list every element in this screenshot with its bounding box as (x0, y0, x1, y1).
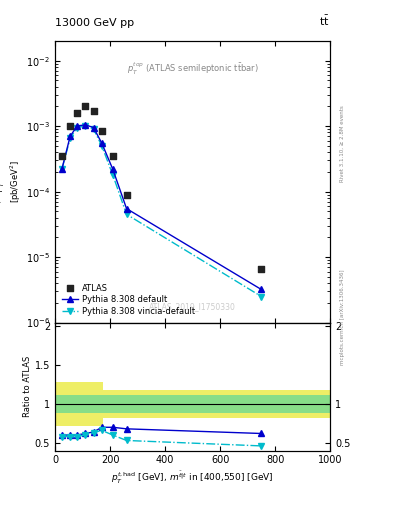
ATLAS (74, 109, 80, 117)
Text: Rivet 3.1.10, ≥ 2.8M events: Rivet 3.1.10, ≥ 2.8M events (340, 105, 345, 182)
Y-axis label: Ratio to ATLAS: Ratio to ATLAS (23, 356, 32, 417)
Pythia 8.308 vincia-default (75, 124, 79, 131)
Pythia 8.308 vincia-default (68, 135, 73, 141)
Pythia 8.308 default (110, 166, 115, 172)
Pythia 8.308 default (68, 133, 73, 139)
Text: $p_T^{top}$ (ATLAS semileptonic t$\bar{\mathrm{t}}$bar): $p_T^{top}$ (ATLAS semileptonic t$\bar{\… (127, 60, 259, 77)
ATLAS (90, 107, 97, 115)
Pythia 8.308 vincia-default (99, 143, 104, 149)
Pythia 8.308 vincia-default (110, 172, 115, 178)
ATLAS (99, 126, 105, 135)
Pythia 8.308 default (259, 286, 264, 292)
Pythia 8.308 default (75, 123, 79, 129)
Pythia 8.308 default (83, 122, 88, 128)
Pythia 8.308 default (124, 205, 129, 211)
Pythia 8.308 vincia-default (83, 123, 88, 129)
Text: 13000 GeV pp: 13000 GeV pp (55, 18, 134, 28)
ATLAS (110, 152, 116, 160)
ATLAS (258, 265, 264, 273)
Pythia 8.308 default (99, 140, 104, 146)
ATLAS (82, 102, 88, 111)
Pythia 8.308 default (91, 124, 96, 131)
ATLAS (123, 190, 130, 199)
Text: t$\bar{\mathrm{t}}$: t$\bar{\mathrm{t}}$ (320, 14, 330, 28)
Line: Pythia 8.308 vincia-default: Pythia 8.308 vincia-default (59, 123, 264, 300)
Y-axis label: $d^2\sigma\,/\,d\,p_T^{t,\mathrm{had}}\,d\,m^{\bar{t}|t}$
[pb/GeV$^2$]: $d^2\sigma\,/\,d\,p_T^{t,\mathrm{had}}\,… (0, 144, 23, 219)
ATLAS (59, 152, 65, 160)
Text: ATLAS_2019_I1750330: ATLAS_2019_I1750330 (149, 302, 236, 311)
Line: Pythia 8.308 default: Pythia 8.308 default (59, 122, 264, 292)
Pythia 8.308 vincia-default (60, 166, 64, 172)
Text: mcplots.cern.ch [arXiv:1306.3436]: mcplots.cern.ch [arXiv:1306.3436] (340, 270, 345, 365)
Pythia 8.308 vincia-default (259, 293, 264, 300)
ATLAS (67, 122, 73, 130)
X-axis label: $p_T^{t,\mathrm{had}}$ [GeV], $m^{\bar{t}|t}$ in [400,550] [GeV]: $p_T^{t,\mathrm{had}}$ [GeV], $m^{\bar{t… (111, 470, 274, 486)
Pythia 8.308 vincia-default (124, 211, 129, 218)
Legend: ATLAS, Pythia 8.308 default, Pythia 8.308 vincia-default: ATLAS, Pythia 8.308 default, Pythia 8.30… (59, 282, 197, 318)
Pythia 8.308 default (60, 166, 64, 172)
Pythia 8.308 vincia-default (91, 126, 96, 132)
